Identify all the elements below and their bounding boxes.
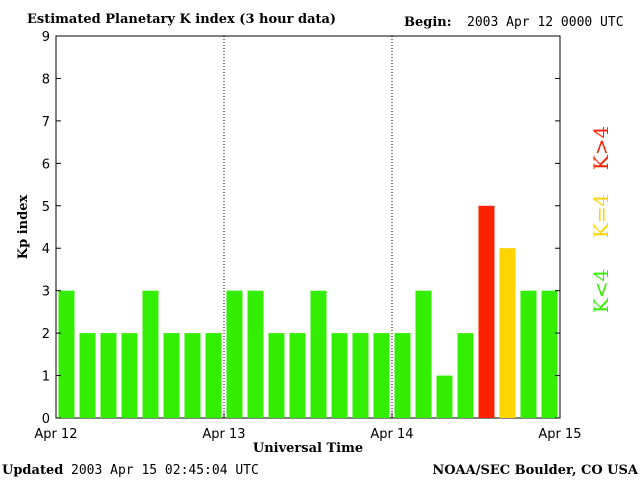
bar-series — [58, 205, 558, 418]
kp-bar — [352, 333, 369, 418]
plot-frame — [55, 35, 561, 419]
kp-bar — [436, 375, 453, 418]
kp-bar — [478, 205, 495, 418]
kp-bar — [520, 290, 537, 418]
kp-bar — [163, 333, 180, 418]
x-tick-label: Apr 14 — [370, 427, 413, 442]
kp-bar — [205, 333, 222, 418]
kp-bar — [247, 290, 264, 418]
kp-bar — [415, 290, 432, 418]
kp-bar — [142, 290, 159, 418]
y-axis-ticks: 0 1 2 3 4 5 6 7 8 9 — [42, 30, 560, 427]
kp-bar — [226, 290, 243, 418]
updated-value: 2003 Apr 15 02:45:04 UTC — [71, 463, 259, 478]
kp-bar — [394, 333, 411, 418]
begin-label: Begin: — [404, 15, 452, 30]
y-tick-label: 5 — [42, 200, 50, 215]
y-tick-label: 6 — [42, 157, 50, 172]
kp-bar — [100, 333, 117, 418]
day-separators — [223, 36, 393, 418]
kp-bar — [184, 333, 201, 418]
y-tick-label: 0 — [42, 412, 50, 427]
legend-equal: K=4 — [589, 194, 613, 238]
x-tick-label: Apr 13 — [202, 427, 245, 442]
kp-bar — [58, 290, 75, 418]
kp-bar — [268, 333, 285, 418]
kp-bar — [499, 248, 516, 418]
y-tick-label: 8 — [42, 72, 50, 87]
y-tick-label: 3 — [42, 285, 50, 300]
kp-bar — [121, 333, 138, 418]
x-axis-label: Universal Time — [253, 441, 363, 456]
kp-bar — [310, 290, 327, 418]
chart-title: Estimated Planetary K index (3 hour data… — [27, 12, 336, 27]
y-tick-label: 1 — [42, 370, 50, 385]
x-tick-label: Apr 15 — [538, 427, 581, 442]
kp-bar — [79, 333, 96, 418]
updated-label: Updated — [2, 463, 63, 478]
begin-value: 2003 Apr 12 0000 UTC — [467, 15, 624, 30]
credit-text: NOAA/SEC Boulder, CO USA — [432, 463, 639, 478]
x-axis-ticks: Apr 12 Apr 13 Apr 14 Apr 15 — [34, 413, 582, 442]
y-axis-label: Kp index — [16, 195, 31, 260]
legend-low: K<4 — [589, 269, 613, 313]
kp-bar — [541, 290, 558, 418]
kp-bar — [373, 333, 390, 418]
legend-high: K>4 — [589, 126, 613, 170]
kp-bar — [457, 333, 474, 418]
y-tick-label: 4 — [42, 242, 50, 257]
y-tick-label: 2 — [42, 327, 50, 342]
y-tick-label: 9 — [42, 30, 50, 45]
y-tick-label: 7 — [42, 115, 50, 130]
kp-bar — [289, 333, 306, 418]
x-tick-label: Apr 12 — [34, 427, 77, 442]
kp-bar — [331, 333, 348, 418]
